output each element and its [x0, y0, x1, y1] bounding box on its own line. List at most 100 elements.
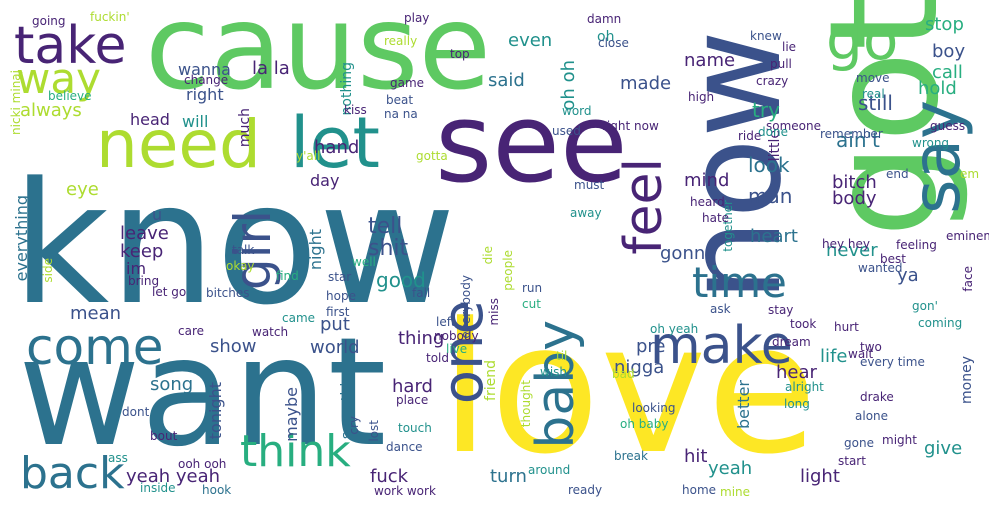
cloud-word: best [880, 252, 906, 266]
cloud-word: wish [540, 365, 568, 379]
cloud-word: real [862, 87, 885, 101]
cloud-word: make [650, 316, 793, 376]
cloud-word: night [306, 229, 325, 271]
cloud-word: say [898, 100, 975, 214]
cloud-word: dance [386, 440, 423, 454]
cloud-word: talk [232, 243, 255, 257]
cloud-word: wrong [912, 136, 950, 150]
cloud-word: ready [568, 483, 603, 497]
cloud-word: fuckin' [90, 10, 130, 24]
cloud-word: hook [202, 483, 232, 497]
cloud-word: look [748, 153, 790, 177]
cloud-word: feeling [896, 238, 937, 252]
cloud-word: top [450, 47, 470, 61]
cloud-word: head [130, 110, 170, 129]
cloud-word: put [320, 314, 350, 335]
cloud-word: took [790, 317, 817, 331]
cloud-word: yeah yeah [126, 466, 221, 487]
cloud-word: im [126, 259, 147, 278]
cloud-word: place [396, 393, 429, 407]
cloud-word: body [832, 188, 877, 209]
cloud-word: okay [226, 259, 255, 273]
cloud-word: better [734, 380, 753, 429]
cloud-word: take [14, 16, 127, 76]
cloud-word: made [620, 73, 672, 94]
cloud-word: going [32, 14, 66, 28]
cloud-word: tell [368, 214, 403, 239]
cloud-word: la la [252, 58, 290, 79]
cloud-word: touch [398, 421, 432, 435]
cloud-word: hurt [834, 320, 859, 334]
cloud-word: alright [785, 380, 824, 394]
cloud-word: pull [770, 57, 792, 71]
cloud-word: close [598, 36, 629, 50]
cloud-word: good [376, 268, 426, 292]
cloud-word: everybody [459, 275, 473, 339]
cloud-word: bring [128, 274, 160, 288]
cloud-word: mine [720, 485, 751, 499]
cloud-word: run [522, 281, 543, 295]
cloud-word: heart [750, 226, 798, 247]
cloud-word: come [26, 318, 164, 376]
cloud-word: nobody [434, 329, 479, 343]
cloud-word: light [800, 466, 840, 487]
cloud-word: break [614, 449, 648, 463]
cloud-word: turn [490, 466, 527, 487]
cloud-word: start [838, 454, 866, 468]
cloud-word: much [237, 108, 253, 148]
cloud-word: man [748, 184, 793, 208]
cloud-word: call [932, 62, 963, 83]
cloud-word: na na [384, 107, 418, 121]
cloud-word: used [552, 124, 581, 138]
cloud-word: might [882, 433, 917, 447]
cloud-word: damn [587, 12, 622, 26]
cloud-word: give [924, 438, 963, 459]
cloud-word: nicki minaj [9, 70, 23, 135]
cloud-word: miss [487, 298, 501, 326]
cloud-word: hold [918, 78, 957, 99]
cloud-word: wanna [178, 60, 231, 79]
cloud-word: life [820, 346, 848, 367]
cloud-word: cut [522, 297, 541, 311]
cloud-word: thought [519, 380, 533, 428]
cloud-word: nigga [614, 357, 665, 378]
cloud-word: oh yeah [650, 322, 699, 336]
cloud-word: hate [702, 211, 730, 225]
cloud-word: dont [122, 405, 150, 419]
cloud-word: lost [367, 420, 381, 442]
cloud-word: never [826, 240, 878, 261]
cloud-word: crazy [756, 74, 789, 88]
cloud-word: play [404, 11, 430, 25]
cloud-word: yeah [708, 458, 753, 479]
cloud-word: ride [738, 129, 762, 143]
cloud-word: mean [70, 303, 122, 324]
cloud-word: game [390, 76, 425, 90]
cloud-word: around [528, 463, 571, 477]
cloud-word: thing [398, 328, 445, 349]
cloud-word: hard [392, 376, 433, 397]
cloud-word: em [960, 167, 980, 181]
cloud-word: face [961, 266, 975, 292]
cloud-word: u [152, 205, 163, 224]
cloud-word: end [886, 167, 909, 181]
cloud-word: wait [848, 347, 874, 361]
cloud-word: beat [386, 93, 414, 107]
cloud-word: two [860, 340, 882, 354]
cloud-word: always [20, 100, 82, 121]
cloud-word: right [186, 85, 224, 104]
cloud-word: word [562, 104, 592, 118]
cloud-word: everything [12, 195, 31, 282]
cloud-word: live [446, 342, 468, 356]
cloud-word: every time [860, 355, 925, 369]
cloud-word: someone [766, 119, 821, 133]
cloud-word: alone [855, 409, 889, 423]
cloud-word: inside [140, 481, 176, 495]
cloud-word: wanted [858, 261, 903, 275]
cloud-word: time [692, 258, 787, 307]
cloud-word: try [752, 98, 780, 122]
cloud-word: hear [776, 362, 817, 383]
cloud-word: show [210, 336, 257, 357]
cloud-word: go [826, 5, 899, 73]
cloud-word: ass [108, 451, 128, 465]
cloud-word: baby [526, 320, 586, 449]
